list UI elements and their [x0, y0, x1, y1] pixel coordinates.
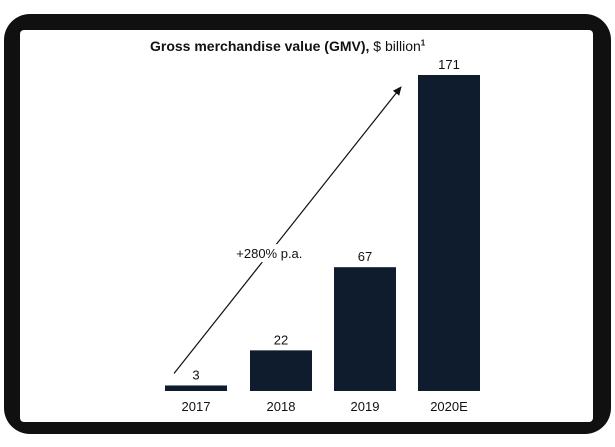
data-labels-layer: 3 22 67 171	[192, 57, 459, 382]
x-tick-labels-layer: 2017 2018 2019 2020E	[182, 399, 469, 414]
chart-title-footnote: 1	[420, 38, 426, 48]
bar-2019	[334, 267, 396, 391]
growth-arrow-icon	[173, 86, 402, 374]
data-label-2018: 22	[274, 332, 288, 347]
bars-layer	[165, 75, 480, 391]
data-label-2020e: 171	[438, 57, 460, 72]
bar-2018	[250, 350, 312, 391]
growth-label: +280% p.a.	[236, 246, 302, 261]
data-label-2019: 67	[358, 249, 372, 264]
bar-2017	[165, 385, 227, 391]
bar-2020e	[418, 75, 480, 391]
chart-title-main: Gross merchandise value (GMV),	[150, 38, 370, 54]
x-tick-label-2019: 2019	[351, 399, 380, 414]
chart-title-unit: $ billion	[373, 38, 421, 54]
growth-annotation: +280% p.a.	[173, 86, 402, 374]
x-tick-label-2017: 2017	[182, 399, 211, 414]
x-tick-label-2018: 2018	[267, 399, 296, 414]
x-tick-label-2020e: 2020E	[430, 399, 468, 414]
data-label-2017: 3	[192, 367, 199, 382]
growth-label-background	[229, 244, 310, 263]
chart-title: Gross merchandise value (GMV), $ billion…	[150, 38, 425, 54]
